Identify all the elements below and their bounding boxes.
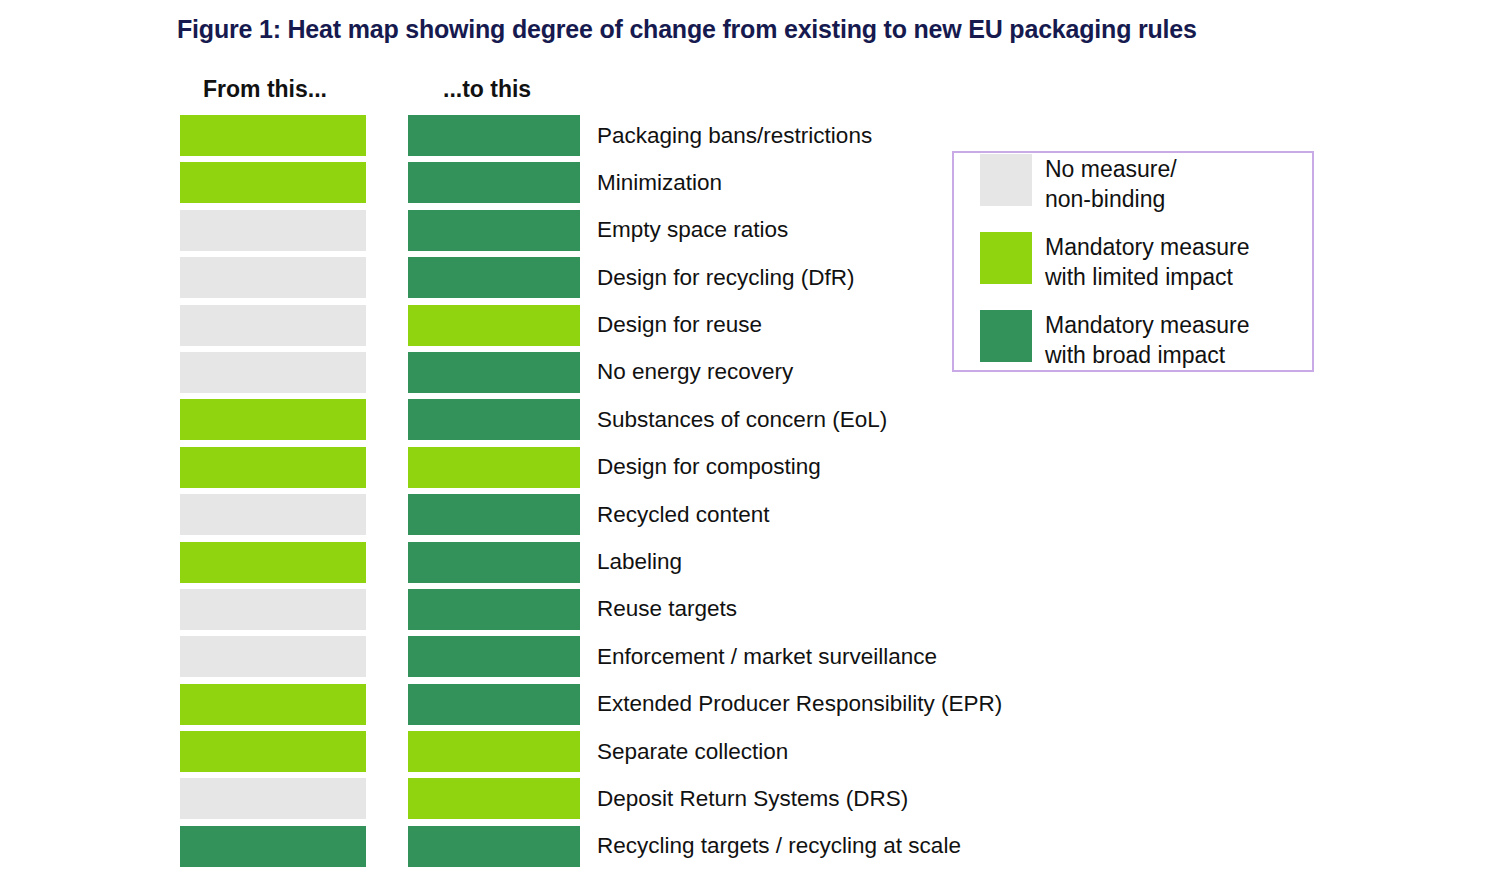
legend-label: Mandatory measurewith broad impact <box>1045 310 1250 370</box>
row-label: No energy recovery <box>597 359 793 385</box>
to-cell <box>408 731 580 772</box>
row-label: Reuse targets <box>597 596 737 622</box>
column-header-to: ...to this <box>443 76 531 103</box>
from-cell <box>180 305 366 346</box>
row-label: Enforcement / market surveillance <box>597 644 937 670</box>
legend-label: No measure/non-binding <box>1045 154 1177 214</box>
from-cell <box>180 115 366 156</box>
from-cell <box>180 636 366 677</box>
heatmap-row: Extended Producer Responsibility (EPR) <box>180 684 1002 725</box>
row-label: Recycling targets / recycling at scale <box>597 833 961 859</box>
column-header-from: From this... <box>203 76 327 103</box>
heatmap-row: No energy recovery <box>180 352 1002 393</box>
from-cell <box>180 494 366 535</box>
row-label: Minimization <box>597 170 722 196</box>
to-cell <box>408 542 580 583</box>
row-label: Labeling <box>597 549 682 575</box>
from-cell <box>180 731 366 772</box>
legend-swatch <box>980 154 1032 206</box>
legend-item: No measure/non-binding <box>980 154 1312 214</box>
legend-swatch <box>980 310 1032 362</box>
to-cell <box>408 305 580 346</box>
legend-swatch <box>980 232 1032 284</box>
heatmap-row: Recycled content <box>180 494 1002 535</box>
heatmap-row: Packaging bans/restrictions <box>180 115 1002 156</box>
row-label: Empty space ratios <box>597 217 788 243</box>
heatmap-row: Substances of concern (EoL) <box>180 399 1002 440</box>
from-cell <box>180 542 366 583</box>
figure-page: Figure 1: Heat map showing degree of cha… <box>0 0 1503 889</box>
heatmap-row: Labeling <box>180 542 1002 583</box>
to-cell <box>408 589 580 630</box>
legend-item: Mandatory measurewith limited impact <box>980 232 1312 292</box>
row-label: Deposit Return Systems (DRS) <box>597 786 908 812</box>
from-cell <box>180 399 366 440</box>
to-cell <box>408 778 580 819</box>
to-cell <box>408 684 580 725</box>
heatmap-row: Design for reuse <box>180 305 1002 346</box>
to-cell <box>408 257 580 298</box>
figure-title: Figure 1: Heat map showing degree of cha… <box>177 15 1197 44</box>
row-label: Design for recycling (DfR) <box>597 265 855 291</box>
to-cell <box>408 115 580 156</box>
heatmap-row: Reuse targets <box>180 589 1002 630</box>
heatmap-row: Design for composting <box>180 447 1002 488</box>
from-cell <box>180 826 366 867</box>
legend-label: Mandatory measurewith limited impact <box>1045 232 1250 292</box>
to-cell <box>408 352 580 393</box>
heatmap-row: Enforcement / market surveillance <box>180 636 1002 677</box>
to-cell <box>408 447 580 488</box>
heatmap-row: Minimization <box>180 162 1002 203</box>
to-cell <box>408 826 580 867</box>
row-label: Design for composting <box>597 454 821 480</box>
row-label: Extended Producer Responsibility (EPR) <box>597 691 1002 717</box>
heatmap-rows: Packaging bans/restrictions Minimization… <box>180 115 1002 867</box>
to-cell <box>408 636 580 677</box>
from-cell <box>180 684 366 725</box>
from-cell <box>180 210 366 251</box>
from-cell <box>180 778 366 819</box>
from-cell <box>180 257 366 298</box>
heatmap-row: Separate collection <box>180 731 1002 772</box>
heatmap-row: Empty space ratios <box>180 210 1002 251</box>
to-cell <box>408 210 580 251</box>
row-label: Substances of concern (EoL) <box>597 407 887 433</box>
legend-box: No measure/non-binding Mandatory measure… <box>952 151 1314 372</box>
to-cell <box>408 494 580 535</box>
from-cell <box>180 352 366 393</box>
row-label: Recycled content <box>597 502 770 528</box>
to-cell <box>408 399 580 440</box>
from-cell <box>180 589 366 630</box>
from-cell <box>180 447 366 488</box>
row-label: Packaging bans/restrictions <box>597 123 872 149</box>
from-cell <box>180 162 366 203</box>
legend-item: Mandatory measurewith broad impact <box>980 310 1312 370</box>
heatmap-row: Design for recycling (DfR) <box>180 257 1002 298</box>
heatmap-row: Recycling targets / recycling at scale <box>180 826 1002 867</box>
row-label: Separate collection <box>597 739 788 765</box>
heatmap-row: Deposit Return Systems (DRS) <box>180 778 1002 819</box>
row-label: Design for reuse <box>597 312 762 338</box>
to-cell <box>408 162 580 203</box>
